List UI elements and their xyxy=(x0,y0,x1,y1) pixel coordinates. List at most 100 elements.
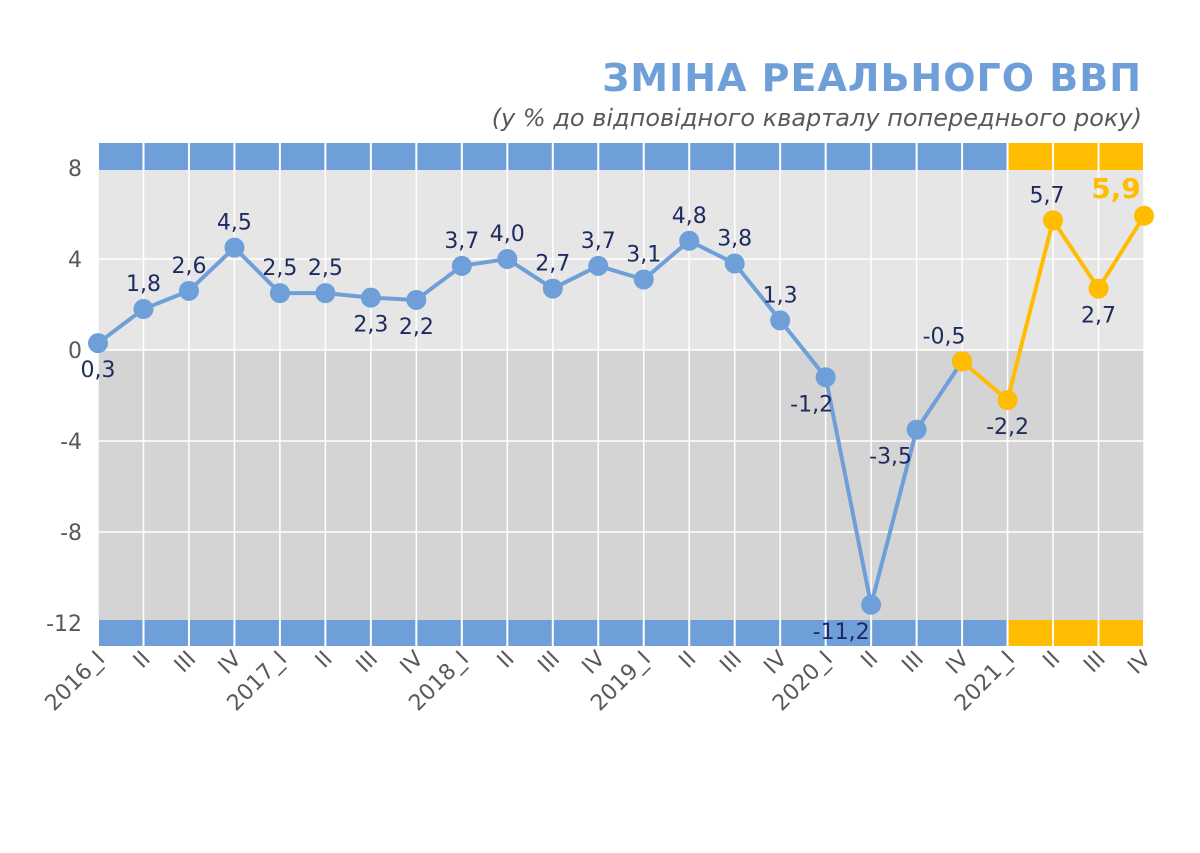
bottom-bar-segment xyxy=(189,620,234,646)
data-label: 2,5 xyxy=(262,256,297,281)
top-bar-segment xyxy=(963,143,1007,170)
bottom-bar-segment xyxy=(508,620,552,646)
data-label: -1,2 xyxy=(790,392,833,417)
data-point-actual xyxy=(360,287,381,308)
bottom-bar-segment xyxy=(99,620,143,646)
x-tick-label: II xyxy=(129,647,156,674)
top-bar-segment xyxy=(326,143,370,170)
bottom-bar-segment xyxy=(735,620,780,646)
chart-title: ЗМІНА РЕАЛЬНОГО ВВП xyxy=(602,56,1142,100)
x-tick-label: II xyxy=(857,647,884,674)
top-bar-segment xyxy=(235,143,279,170)
top-bar-segment xyxy=(599,143,643,170)
x-tick-label: IV xyxy=(578,647,611,680)
data-label: 3,7 xyxy=(444,229,479,254)
x-tick-label: II xyxy=(675,647,702,674)
data-label: 2,3 xyxy=(353,313,388,338)
bottom-bar-segment xyxy=(781,620,825,646)
y-tick-label: -8 xyxy=(60,521,82,546)
top-bar-segment xyxy=(872,143,916,170)
x-tick-label: III xyxy=(170,647,201,678)
top-bar-segment xyxy=(99,143,143,170)
bottom-bar-segment xyxy=(235,620,279,646)
bottom-bar-segment xyxy=(963,620,1007,646)
bottom-bar-segment xyxy=(144,620,188,646)
data-label: 1,8 xyxy=(126,272,161,297)
x-tick-label: III xyxy=(534,647,565,678)
data-point-actual xyxy=(861,594,882,615)
x-tick-label: IV xyxy=(214,647,247,680)
bottom-bar-segment xyxy=(1054,620,1098,646)
x-tick-label: III xyxy=(1079,647,1110,678)
chart-subtitle: (у % до відповідного кварталу попередньо… xyxy=(491,104,1142,132)
data-point-forecast xyxy=(997,390,1018,411)
top-bar-segment xyxy=(553,143,598,170)
positive-band xyxy=(98,170,1144,350)
data-point-actual xyxy=(133,299,154,320)
y-tick-label: -12 xyxy=(46,612,82,637)
top-bar-segment xyxy=(1099,143,1143,170)
data-label: 2,7 xyxy=(1081,304,1116,329)
top-bar-segment xyxy=(917,143,962,170)
y-tick-label: 0 xyxy=(68,339,82,364)
data-label: 2,5 xyxy=(308,256,343,281)
y-tick-label: 8 xyxy=(68,157,82,182)
top-bar-segment xyxy=(371,143,416,170)
x-tick-label: III xyxy=(715,647,746,678)
bottom-bar-segment xyxy=(826,620,871,646)
top-bar-segment xyxy=(144,143,188,170)
bottom-bar-segment xyxy=(1008,620,1053,646)
data-point-actual xyxy=(906,419,927,440)
data-label: -2,2 xyxy=(986,415,1029,440)
top-bar-segment xyxy=(826,143,871,170)
bottom-bar-segment xyxy=(326,620,370,646)
x-tick-label: IV xyxy=(1123,647,1156,680)
x-tick-label: III xyxy=(352,647,383,678)
bottom-bar-segment xyxy=(371,620,416,646)
data-label: 2,2 xyxy=(399,315,434,340)
series-actual-line xyxy=(96,238,964,607)
x-tick-label: IV xyxy=(941,647,974,680)
top-bar-segment xyxy=(1054,143,1098,170)
x-tick-label: 2016_I xyxy=(41,647,111,717)
data-point-actual xyxy=(224,237,245,258)
data-label: 4,5 xyxy=(217,211,252,236)
data-label: 3,1 xyxy=(626,242,661,267)
top-bar-segment xyxy=(462,143,507,170)
x-tick-label: IV xyxy=(760,647,793,680)
data-label: -0,5 xyxy=(923,324,966,349)
bottom-bar-segment xyxy=(553,620,598,646)
y-tick-label: -4 xyxy=(60,430,82,455)
top-bar-segment xyxy=(189,143,234,170)
data-label: -11,2 xyxy=(813,620,870,645)
data-label: 4,8 xyxy=(672,204,707,229)
data-label: -3,5 xyxy=(869,445,912,470)
data-point-actual xyxy=(451,255,472,276)
data-point-actual xyxy=(406,289,427,310)
data-label: 4,0 xyxy=(490,222,525,247)
data-point-forecast xyxy=(1134,205,1154,226)
bottom-bar-segment xyxy=(599,620,643,646)
bottom-bar-segment xyxy=(917,620,962,646)
top-bar-segment xyxy=(690,143,734,170)
x-tick-label: II xyxy=(493,647,520,674)
x-tick-label: II xyxy=(311,647,338,674)
data-label: 2,7 xyxy=(535,252,570,277)
top-bar-segment xyxy=(644,143,689,170)
top-bar-segment xyxy=(1008,143,1053,170)
bottom-bar-segment xyxy=(872,620,916,646)
bottom-bar-segment xyxy=(1099,620,1143,646)
top-bar-segment xyxy=(508,143,552,170)
x-tick-label: II xyxy=(1038,647,1065,674)
bottom-bar-segment xyxy=(690,620,734,646)
bottom-bar-segment xyxy=(644,620,689,646)
top-bar-segment xyxy=(781,143,825,170)
negative-band xyxy=(98,350,1144,620)
bottom-bar-segment xyxy=(280,620,325,646)
x-tick-label: III xyxy=(897,647,928,678)
data-point-actual xyxy=(269,283,290,304)
data-point-forecast xyxy=(1088,278,1109,299)
data-point-forecast xyxy=(952,351,973,372)
data-point-actual xyxy=(815,367,836,388)
data-point-actual xyxy=(497,249,518,269)
